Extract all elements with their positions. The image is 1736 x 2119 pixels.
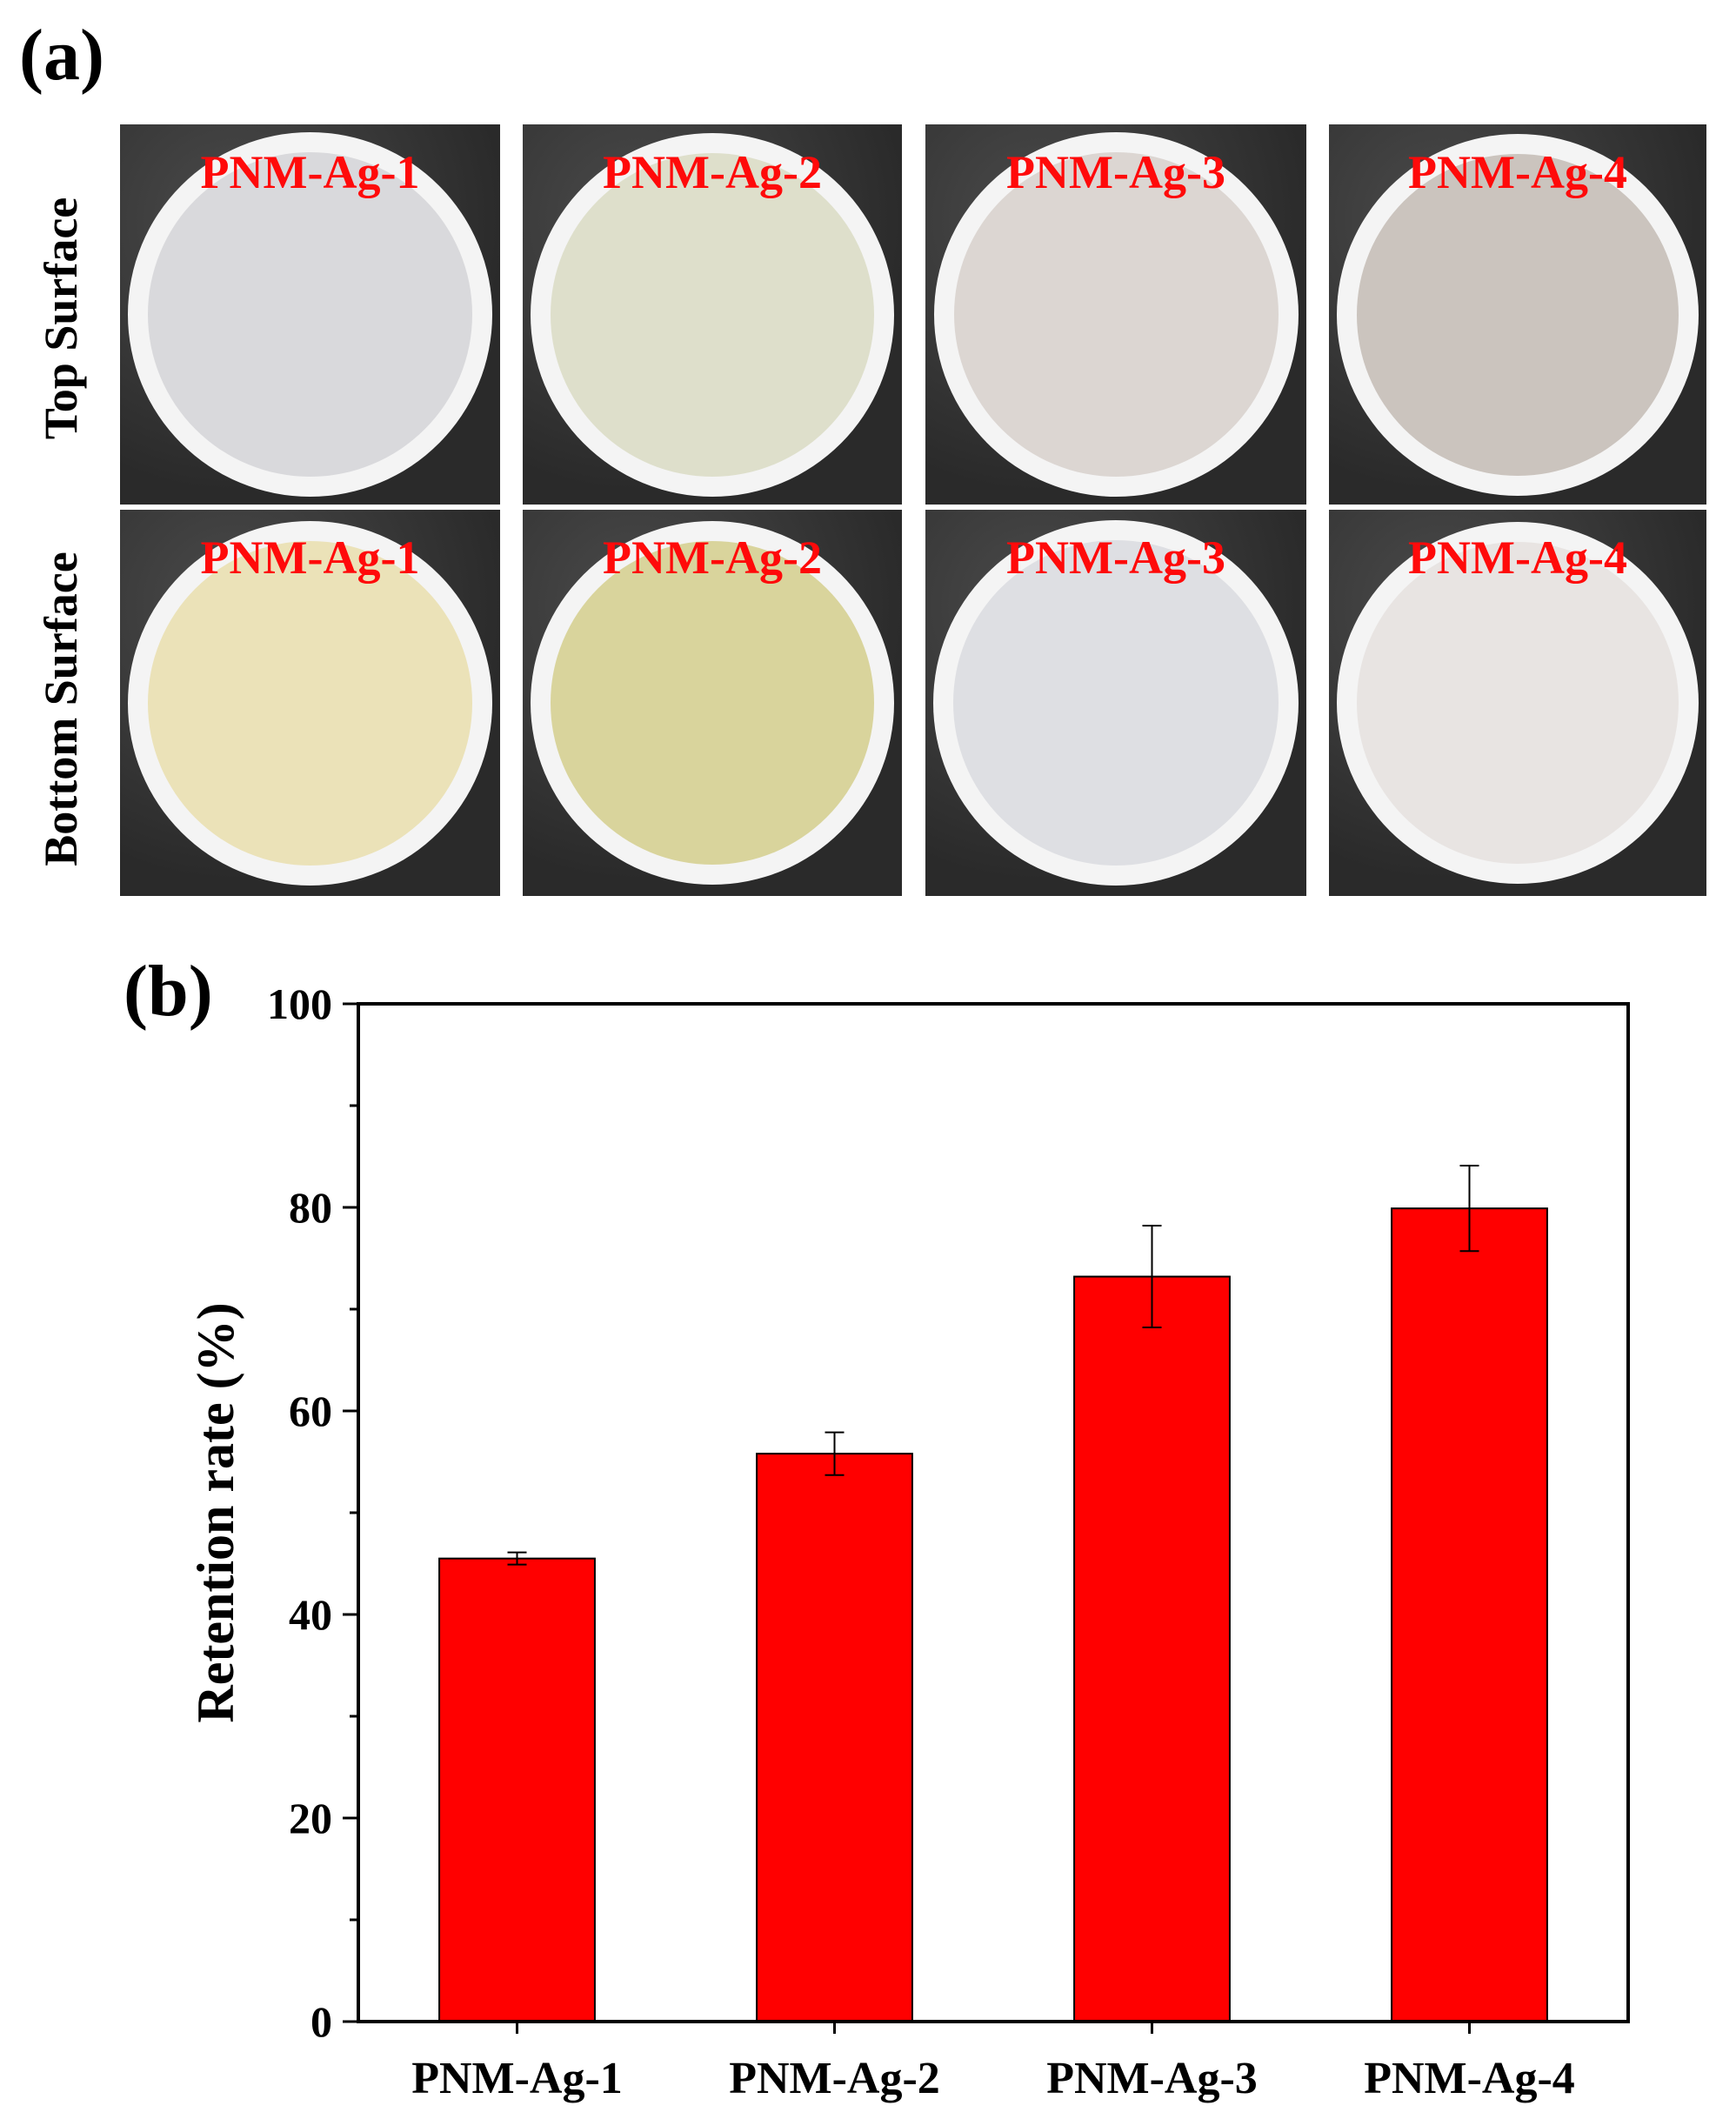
- sample-label: PNM-Ag-4: [1408, 531, 1627, 584]
- x-tick-label: PNM-Ag-4: [1364, 2054, 1575, 2103]
- membrane-active-area: [148, 152, 472, 477]
- membrane-active-area: [148, 540, 472, 866]
- membrane-disc: [128, 132, 492, 497]
- sample-label: PNM-Ag-1: [200, 146, 420, 198]
- bar: [438, 1557, 596, 2022]
- membrane-disc: [128, 520, 492, 886]
- bar: [1073, 1275, 1231, 2023]
- y-tick-label: 80: [289, 1183, 332, 1232]
- bar: [1391, 1207, 1548, 2023]
- membrane-active-area: [1357, 542, 1679, 864]
- membrane-active-area: [551, 541, 874, 865]
- x-tick-label: PNM-Ag-1: [411, 2054, 623, 2103]
- bar: [756, 1453, 913, 2022]
- membrane-disc: [531, 521, 894, 885]
- membrane-disc: [531, 132, 894, 497]
- y-tick-label: 0: [310, 1997, 332, 2046]
- y-tick-label: 20: [289, 1794, 332, 1842]
- photo-top-3: PNM-Ag-3: [925, 124, 1306, 505]
- photo-top-2: PNM-Ag-2: [523, 124, 902, 505]
- membrane-active-area: [551, 152, 874, 477]
- y-tick-label: 40: [289, 1590, 332, 1639]
- membrane-disc: [933, 132, 1299, 497]
- panel-a-letter: (a): [19, 15, 104, 96]
- membrane-active-area: [953, 152, 1279, 477]
- sample-label: PNM-Ag-2: [603, 146, 822, 198]
- membrane-disc: [1337, 522, 1699, 884]
- photo-bottom-1: PNM-Ag-1: [120, 510, 500, 896]
- photo-bottom-4: PNM-Ag-4: [1329, 510, 1706, 896]
- y-tick-label: 100: [267, 979, 332, 1028]
- photo-bottom-2: PNM-Ag-2: [523, 510, 902, 896]
- membrane-disc: [1337, 133, 1699, 496]
- photo-top-4: PNM-Ag-4: [1329, 124, 1706, 505]
- sample-label: PNM-Ag-4: [1408, 146, 1627, 198]
- sample-label: PNM-Ag-3: [1006, 146, 1225, 198]
- membrane-disc: [933, 520, 1299, 886]
- sample-label: PNM-Ag-1: [200, 531, 420, 584]
- y-axis-label: Retention rate (%): [187, 1302, 244, 1722]
- x-tick-label: PNM-Ag-3: [1046, 2054, 1258, 2103]
- y-tick-label: 60: [289, 1387, 332, 1435]
- photo-top-1: PNM-Ag-1: [120, 124, 500, 505]
- photo-bottom-3: PNM-Ag-3: [925, 510, 1306, 896]
- membrane-active-area: [953, 540, 1279, 866]
- panel-b-letter: (b): [124, 951, 213, 1032]
- membrane-active-area: [1357, 153, 1679, 476]
- sample-label: PNM-Ag-3: [1006, 531, 1225, 584]
- x-tick-label: PNM-Ag-2: [729, 2054, 940, 2103]
- sample-label: PNM-Ag-2: [603, 531, 822, 584]
